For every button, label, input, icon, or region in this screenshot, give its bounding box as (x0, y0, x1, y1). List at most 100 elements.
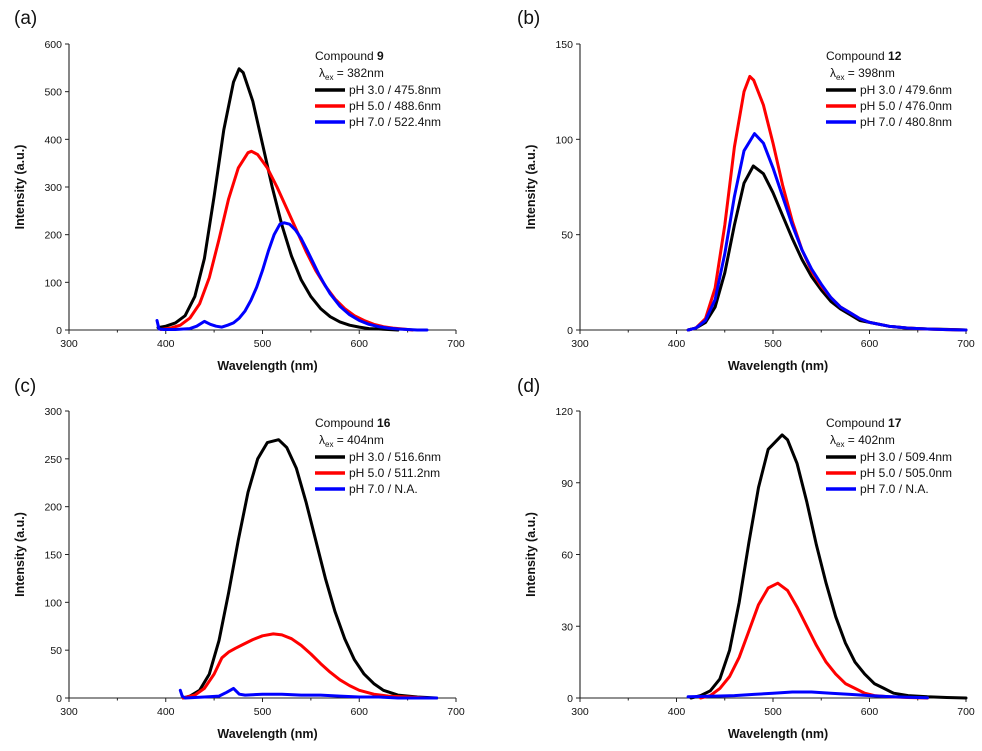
series-line-2 (699, 581, 929, 700)
panel-label: (c) (14, 376, 36, 397)
y-tick-label: 100 (44, 597, 62, 609)
compound-number: 17 (888, 416, 902, 430)
legend-label-3: pH 7.0 / N.A. (349, 482, 418, 496)
legend-label-1: pH 3.0 / 475.8nm (349, 83, 441, 97)
excitation-label: λex = 402nm (830, 433, 895, 449)
compound-number: 16 (377, 416, 391, 430)
y-tick-label: 300 (44, 182, 62, 194)
excitation-lambda: λ (830, 66, 836, 80)
x-tick-label: 500 (764, 338, 782, 350)
series-line-1 (156, 67, 400, 332)
x-tick-label: 700 (957, 706, 975, 718)
excitation-value: = 404nm (333, 433, 383, 447)
x-tick-label: 500 (254, 338, 272, 350)
excitation-subscript: ex (836, 440, 844, 449)
x-tick-label: 500 (764, 706, 782, 718)
excitation-value: = 402nm (844, 433, 894, 447)
y-tick-label: 0 (56, 693, 62, 705)
legend-label-3: pH 7.0 / N.A. (860, 482, 929, 496)
x-tick-label: 300 (571, 338, 589, 350)
y-tick-label: 60 (561, 550, 573, 562)
x-tick-label: 600 (350, 706, 368, 718)
compound-prefix: Compound (315, 49, 377, 63)
y-tick-label: 90 (561, 478, 573, 490)
excitation-label: λex = 404nm (319, 433, 384, 449)
x-tick-label: 400 (668, 338, 686, 350)
excitation-label: λex = 398nm (830, 66, 895, 82)
series-line-3 (686, 690, 929, 700)
legend-label-1: pH 3.0 / 479.6nm (860, 83, 952, 97)
y-tick-label: 250 (44, 454, 62, 466)
x-tick-label: 300 (60, 338, 78, 350)
x-tick-label: 700 (957, 338, 975, 350)
excitation-value: = 382nm (333, 66, 383, 80)
y-tick-label: 0 (567, 325, 573, 337)
panel-label: (a) (14, 8, 37, 29)
x-axis-title: Wavelength (nm) (217, 359, 317, 373)
x-tick-label: 700 (447, 338, 465, 350)
series-line-3 (155, 221, 429, 332)
x-tick-label: 600 (861, 706, 879, 718)
excitation-lambda: λ (319, 66, 325, 80)
y-tick-label: 200 (44, 230, 62, 242)
series-line-1 (181, 438, 439, 700)
x-tick-label: 500 (254, 706, 272, 718)
y-tick-label: 150 (555, 39, 573, 51)
panel-1: (a) 300 400 500 600 700 0 100 200 300 400 500 600 Wav… (13, 8, 465, 373)
y-tick-label: 50 (50, 645, 62, 657)
x-tick-label: 600 (861, 338, 879, 350)
panel-label: (b) (517, 8, 540, 29)
y-tick-label: 600 (44, 39, 62, 51)
series-line-3 (686, 132, 968, 332)
excitation-subscript: ex (325, 440, 333, 449)
compound-number: 9 (377, 49, 384, 63)
x-tick-label: 400 (668, 706, 686, 718)
y-axis-title: Intensity (a.u.) (13, 145, 27, 230)
y-tick-label: 100 (555, 134, 573, 146)
compound-prefix: Compound (826, 416, 888, 430)
panel-2: (b) 300 400 500 600 700 0 50 100 150 Wavelength (n… (517, 8, 975, 373)
x-axis-title: Wavelength (nm) (728, 359, 828, 373)
x-axis-title: Wavelength (nm) (728, 727, 828, 741)
compound-number: 12 (888, 49, 902, 63)
series-line-3 (178, 686, 439, 700)
excitation-label: λex = 382nm (319, 66, 384, 82)
excitation-subscript: ex (836, 73, 844, 82)
y-tick-label: 500 (44, 87, 62, 99)
compound-title: Compound 17 (826, 416, 902, 430)
y-tick-label: 0 (56, 325, 62, 337)
x-tick-label: 400 (157, 706, 175, 718)
legend-label-2: pH 5.0 / 488.6nm (349, 99, 441, 113)
y-axis-title: Intensity (a.u.) (524, 145, 538, 230)
y-axis-title: Intensity (a.u.) (13, 512, 27, 597)
compound-prefix: Compound (826, 49, 888, 63)
y-tick-label: 200 (44, 502, 62, 514)
series-line-1 (689, 433, 968, 700)
y-tick-label: 30 (561, 621, 573, 633)
compound-title: Compound 16 (315, 416, 391, 430)
panel-4: (d) 300 400 500 600 700 0 30 60 90 120 Wavelength (… (517, 376, 975, 741)
compound-title: Compound 9 (315, 49, 384, 63)
legend-label-3: pH 7.0 / 480.8nm (860, 115, 952, 129)
x-tick-label: 300 (60, 706, 78, 718)
x-tick-label: 600 (350, 338, 368, 350)
legend-label-1: pH 3.0 / 516.6nm (349, 450, 441, 464)
legend-label-2: pH 5.0 / 511.2nm (349, 466, 440, 480)
y-tick-label: 0 (567, 693, 573, 705)
excitation-lambda: λ (319, 433, 325, 447)
legend-label-2: pH 5.0 / 505.0nm (860, 466, 952, 480)
legend-label-2: pH 5.0 / 476.0nm (860, 99, 952, 113)
excitation-value: = 398nm (844, 66, 894, 80)
series-line-2 (181, 632, 429, 700)
x-tick-label: 400 (157, 338, 175, 350)
x-tick-label: 700 (447, 706, 465, 718)
compound-prefix: Compound (315, 416, 377, 430)
y-tick-label: 300 (44, 406, 62, 418)
panel-label: (d) (517, 376, 540, 397)
x-axis-title: Wavelength (nm) (217, 727, 317, 741)
legend-label-1: pH 3.0 / 509.4nm (860, 450, 952, 464)
panel-3: (c) 300 400 500 600 700 0 50 100 150 200 250 300 Wave… (13, 376, 465, 741)
legend-label-3: pH 7.0 / 522.4nm (349, 115, 441, 129)
x-tick-label: 300 (571, 706, 589, 718)
excitation-subscript: ex (325, 73, 333, 82)
